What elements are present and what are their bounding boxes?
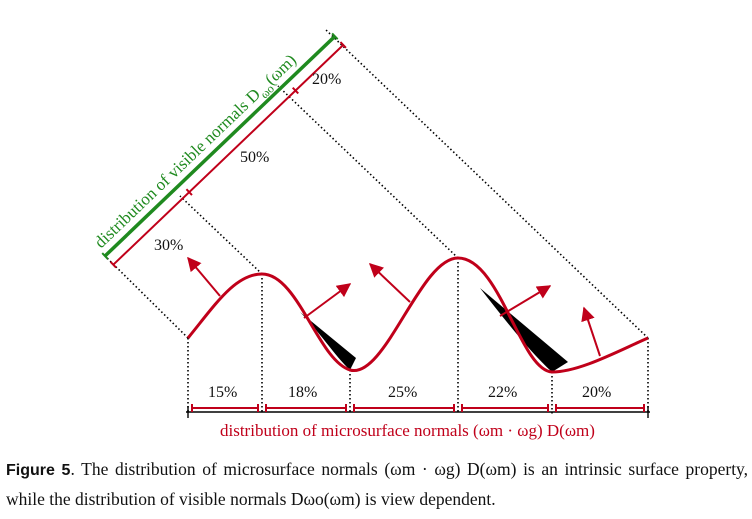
caption-label: Figure 5 [6,462,71,479]
visible-normals-label: distribution of visible normals Dωo(ωm) [91,50,303,254]
caption-text-3: is view dependent. [364,489,496,509]
microsurface-label: distribution of microsurface normals (ωm… [220,421,595,440]
visible-percent-3: 30% [154,237,183,254]
microsurface-profile [186,256,649,374]
projection-lines [104,29,649,339]
visible-percent-2: 50% [240,149,269,166]
micro-percent-3: 25% [388,384,417,401]
vertical-guides [187,258,649,414]
micro-percent-4: 22% [488,384,517,401]
caption-text-1: The distribution of microsurface normals [81,459,378,479]
visible-percent-1: 20% [312,71,341,88]
micro-percent-2: 18% [288,384,317,401]
microsurface-axis [186,404,650,418]
caption-formula-1: (ωm · ωg) D(ωm) [384,459,517,479]
visible-normals-axis: distribution of visible normals Dωo(ωm) [91,32,347,269]
microfacet-figure: distribution of visible normals Dωo(ωm) … [91,29,650,440]
micro-percent-5: 20% [582,384,611,401]
caption-formula-2: Dωo(ωm) [290,489,361,509]
figure-caption: Figure 5. The distribution of microsurfa… [6,459,749,509]
caption-text-2: is an intrinsic surface property, while … [6,459,749,509]
shadow-regions [300,288,568,372]
normal-arrows [187,256,601,357]
micro-percent-1: 15% [208,384,237,401]
